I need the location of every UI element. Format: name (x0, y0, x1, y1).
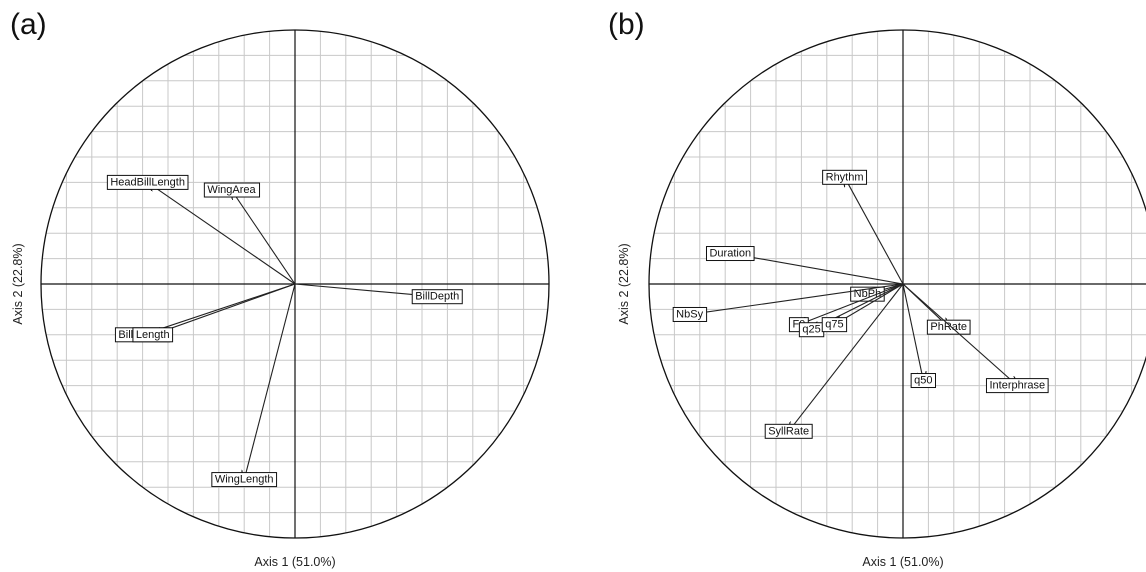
label-text-rhythm: Rhythm (826, 171, 864, 183)
label-box-interphrase (985, 378, 1049, 394)
label-text-q50: q50 (914, 375, 932, 387)
arrow-winglength (244, 283, 296, 480)
loadings-a: HeadBillLengthWingAreaBillDepthBillLengt… (106, 174, 463, 488)
label-duration: Duration (705, 246, 755, 262)
arrow-syllrate (789, 283, 904, 431)
arrow-headbilllength (148, 182, 296, 285)
label-text-billdepth: BillDepth (415, 291, 459, 303)
arrow-interphrase (902, 283, 1017, 386)
label-box-q50 (910, 373, 936, 389)
label-text-nbph: NbPh (854, 288, 882, 300)
label-text-interphrase: Interphrase (989, 380, 1045, 392)
x-axis-label-b: Axis 1 (51.0%) (862, 555, 943, 569)
y-axis-label-b: Axis 2 (22.8%) (617, 243, 631, 324)
label-q25: q25 (798, 322, 825, 338)
arrow-duration (730, 254, 904, 285)
label-text-syllrate: SyllRate (768, 425, 809, 437)
arrow-nbsy (690, 283, 904, 314)
label-box-billdepth (411, 289, 463, 305)
panel-letter-b: (b) (608, 8, 645, 41)
label-text-length: Length (136, 329, 170, 341)
label-box-rhythm (822, 169, 868, 185)
label-text-winglength: WingLength (215, 474, 274, 486)
label-box-syllrate (764, 423, 813, 439)
arrow-length (153, 283, 296, 335)
label-box-nbsy (672, 306, 708, 322)
label-box-winglength (211, 472, 278, 488)
label-interphrase: Interphrase (985, 378, 1049, 394)
correlation-circle-a: HeadBillLengthWingAreaBillDepthBillLengt… (11, 29, 550, 569)
label-box-length (132, 327, 174, 343)
arrow-billlength (143, 283, 296, 335)
panel-letter-a: (a) (10, 8, 47, 41)
label-length: Length (132, 327, 174, 343)
arrow-rhythm (845, 177, 904, 285)
label-wingarea: WingArea (203, 182, 261, 198)
label-syllrate: SyllRate (764, 423, 813, 439)
label-winglength: WingLength (211, 472, 278, 488)
arrow-q50 (902, 283, 923, 381)
label-headbilllength: HeadBillLength (106, 174, 189, 190)
label-billdepth: BillDepth (411, 289, 463, 305)
label-q75: q75 (821, 317, 848, 333)
arrow-f0 (799, 283, 904, 325)
label-phrate: PhRate (926, 319, 971, 335)
label-box-phrate (926, 319, 971, 335)
label-text-wingarea: WingArea (207, 184, 256, 196)
label-q50: q50 (910, 373, 936, 389)
label-box-wingarea (203, 182, 261, 198)
label-box-q75 (821, 317, 848, 333)
label-text-headbilllength: HeadBillLength (110, 176, 185, 188)
label-text-phrate: PhRate (930, 321, 967, 333)
label-rhythm: Rhythm (822, 169, 868, 185)
label-nbsy: NbSy (672, 306, 708, 322)
label-text-q25: q25 (802, 324, 820, 336)
label-text-duration: Duration (709, 248, 751, 260)
label-text-q75: q75 (825, 319, 843, 331)
x-axis-label-a: Axis 1 (51.0%) (254, 555, 335, 569)
arrow-wingarea (232, 190, 296, 285)
label-box-duration (705, 246, 755, 262)
y-axis-label-a: Axis 2 (22.8%) (11, 243, 25, 324)
label-text-nbsy: NbSy (676, 308, 703, 320)
label-box-headbilllength (106, 174, 189, 190)
